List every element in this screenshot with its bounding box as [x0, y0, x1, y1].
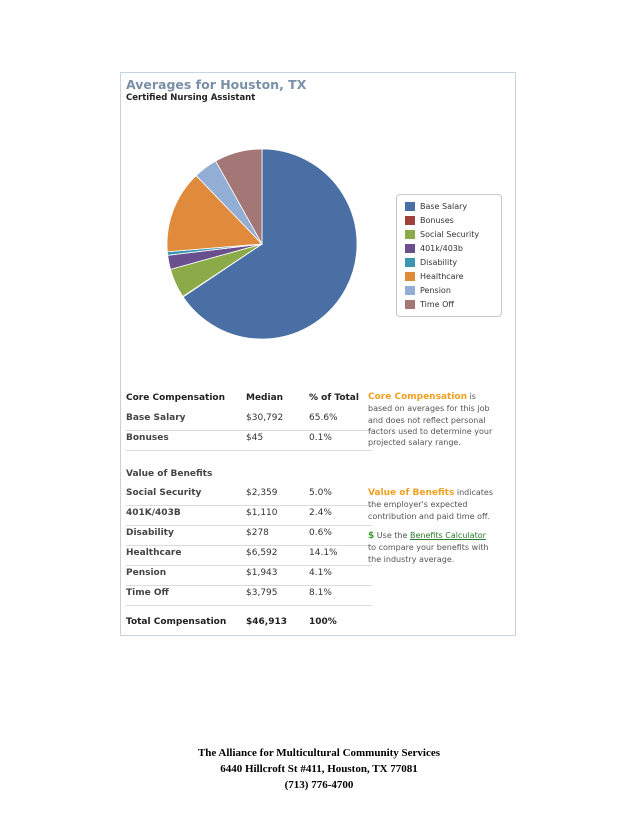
core-note-text: and does not reflect personal — [368, 415, 486, 425]
pie-chart — [166, 148, 358, 340]
page-subtitle: Certified Nursing Assistant — [126, 93, 256, 103]
table-row: Base Salary $30,792 65.6% — [126, 410, 372, 431]
calculator-note: $ Use the Benefits Calculator to compare… — [368, 530, 510, 565]
total-pct: 100% — [309, 617, 337, 627]
core-note-text: projected salary range. — [368, 438, 461, 448]
row-median: $1,110 — [246, 508, 278, 518]
legend-item: Disability — [405, 257, 457, 269]
row-label: Social Security — [126, 488, 202, 498]
table-row: Time Off $3,795 8.1% — [126, 585, 372, 606]
core-note-text: is — [467, 392, 476, 401]
benefits-note: Value of Benefits indicates the employer… — [368, 487, 510, 522]
dollar-icon: $ — [368, 531, 375, 541]
header-col3: % of Total — [309, 393, 359, 403]
row-median: $1,943 — [246, 568, 278, 578]
averages-panel: Averages for Houston, TX Certified Nursi… — [120, 72, 516, 636]
row-pct: 4.1% — [309, 568, 332, 578]
page-title: Averages for Houston, TX — [126, 77, 307, 92]
legend-item: Base Salary — [405, 201, 467, 213]
legend-swatch — [405, 272, 415, 281]
benefits-note-text: the employer's expected — [368, 500, 468, 510]
table-row: Disability $278 0.6% — [126, 525, 372, 546]
legend-label: Social Security — [420, 230, 480, 239]
row-label: Bonuses — [126, 433, 169, 443]
row-median: $3,795 — [246, 588, 278, 598]
legend-label: Disability — [420, 258, 458, 267]
legend-label: Base Salary — [420, 202, 468, 211]
legend-swatch — [405, 300, 415, 309]
legend-item: Healthcare — [405, 271, 464, 283]
pie-slice-base-salary — [182, 148, 358, 340]
legend-swatch — [405, 244, 415, 253]
footer-address: 6440 Hillcroft St #411, Houston, TX 7708… — [220, 763, 418, 775]
legend-item: 401k/403b — [405, 243, 463, 255]
legend-swatch — [405, 230, 415, 239]
calc-note-text: Use the — [374, 531, 410, 540]
legend-swatch — [405, 216, 415, 225]
benefits-section-title: Value of Benefits — [126, 469, 213, 479]
pie-slice-time-off — [215, 148, 263, 246]
total-label: Total Compensation — [126, 617, 227, 627]
row-label: Base Salary — [126, 413, 186, 423]
legend-swatch — [405, 258, 415, 267]
legend-item: Bonuses — [405, 215, 454, 227]
legend-label: Bonuses — [420, 216, 454, 225]
header-col2: Median — [246, 393, 284, 403]
row-pct: 0.6% — [309, 528, 332, 538]
legend-item: Time Off — [405, 299, 454, 311]
legend-swatch — [405, 286, 415, 295]
calc-note-text: the industry average. — [368, 554, 455, 564]
row-median: $278 — [246, 528, 269, 538]
table-row: Social Security $2,359 5.0% — [126, 485, 372, 506]
legend-label: Time Off — [420, 300, 454, 309]
footer-org-name: The Alliance for Multicultural Community… — [197, 747, 441, 759]
core-note-text: factors used to determine your — [368, 426, 493, 436]
total-median: $46,913 — [246, 617, 287, 627]
benefits-note-text: contribution and paid time off. — [368, 511, 491, 521]
row-median: $2,359 — [246, 488, 278, 498]
table-row: 401K/403B $1,110 2.4% — [126, 505, 372, 526]
row-pct: 8.1% — [309, 588, 332, 598]
row-median: $30,792 — [246, 413, 284, 423]
core-note-title: Core Compensation — [368, 392, 467, 402]
table-row: Pension $1,943 4.1% — [126, 565, 372, 586]
row-pct: 0.1% — [309, 433, 332, 443]
core-note-text: based on averages for this job — [368, 404, 490, 414]
chart-legend: Base Salary Bonuses Social Security 401k/40… — [396, 194, 502, 317]
table-total-row: Total Compensation $46,913 100% — [126, 614, 372, 634]
pie-slice-healthcare — [166, 175, 263, 253]
table-row: Bonuses $45 0.1% — [126, 430, 372, 451]
footer-phone: (713) 776-4700 — [284, 779, 354, 791]
row-pct: 65.6% — [309, 413, 338, 423]
benefits-calculator-link[interactable]: Benefits Calculator — [409, 531, 486, 540]
legend-swatch — [405, 202, 415, 211]
legend-item: Pension — [405, 285, 451, 297]
calc-note-text: to compare your benefits with — [368, 543, 489, 553]
row-label: Disability — [126, 528, 174, 538]
legend-item: Social Security — [405, 229, 479, 241]
row-label: Healthcare — [126, 548, 182, 558]
benefits-note-title: Value of Benefits — [368, 488, 455, 498]
table-header: Core Compensation Median % of Total — [126, 390, 372, 410]
row-label: 401K/403B — [126, 508, 181, 518]
row-median: $6,592 — [246, 548, 278, 558]
row-median: $45 — [246, 433, 264, 443]
core-compensation-note: Core Compensation is based on averages f… — [368, 391, 510, 448]
legend-label: Pension — [420, 286, 451, 295]
row-pct: 2.4% — [309, 508, 332, 518]
legend-label: 401k/403b — [420, 244, 463, 253]
row-pct: 14.1% — [309, 548, 338, 558]
row-pct: 5.0% — [309, 488, 332, 498]
legend-label: Healthcare — [420, 272, 464, 281]
row-label: Pension — [126, 568, 167, 578]
table-row: Healthcare $6,592 14.1% — [126, 545, 372, 566]
header-col1: Core Compensation — [126, 393, 225, 403]
benefits-note-text: indicates — [454, 488, 493, 497]
row-label: Time Off — [126, 588, 169, 598]
